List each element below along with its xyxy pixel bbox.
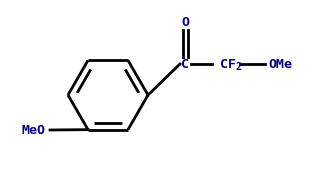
Text: MeO: MeO: [22, 124, 46, 137]
Text: 2: 2: [235, 62, 241, 72]
Text: C: C: [181, 57, 189, 70]
Text: CF: CF: [220, 57, 236, 70]
Text: OMe: OMe: [268, 57, 292, 70]
Text: O: O: [181, 16, 189, 29]
